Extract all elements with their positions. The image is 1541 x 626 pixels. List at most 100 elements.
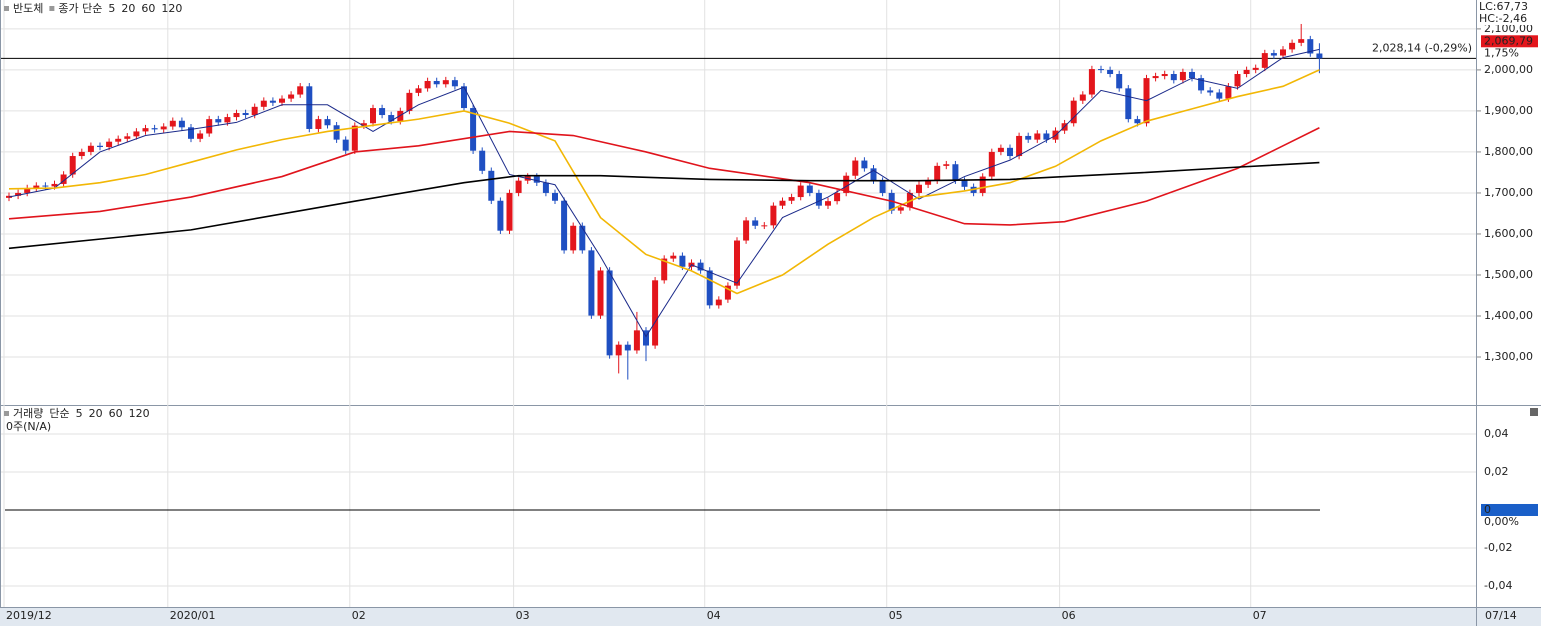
candle-body [461, 86, 467, 109]
candle-body [1207, 90, 1214, 93]
candle-body [533, 176, 540, 183]
candle-body [1116, 74, 1123, 89]
y-tick-label: 1,900,00 [1484, 104, 1533, 117]
candle-body [670, 255, 677, 259]
legend-prefix: 종가 단순 [58, 2, 102, 15]
candle-body [552, 192, 558, 201]
candle-body [115, 138, 122, 142]
y-tick-label: 1,300,00 [1484, 350, 1533, 363]
candle-body [579, 225, 586, 251]
candle-body [397, 110, 404, 122]
y-tick-label: 1,500,00 [1484, 268, 1533, 281]
candle-body [306, 86, 313, 129]
volume-note: 0주(N/A) [6, 420, 51, 433]
candle-body [861, 160, 868, 169]
candle-body [260, 100, 267, 107]
candle-body [324, 119, 331, 126]
candle-body [1307, 39, 1314, 54]
candle-body [178, 120, 185, 128]
candle-body [233, 112, 240, 118]
ma-line [8, 127, 1320, 226]
last-price-label: 2,069,79 [1484, 34, 1533, 47]
candle-body [870, 168, 877, 181]
candle-body [97, 145, 103, 148]
candle-body [415, 88, 422, 93]
legend-marker [4, 6, 9, 11]
y-tick-label: 2,000,00 [1484, 63, 1533, 76]
candle-body [215, 119, 222, 123]
grid-layer [1, 0, 1476, 607]
x-tick-label: 2020/01 [170, 609, 216, 622]
legend-entry: 60 [109, 407, 123, 420]
candle-body [906, 192, 913, 208]
candle-body [297, 86, 304, 95]
x-tick-label: 02 [352, 609, 366, 622]
y-tick-label: 1,700,00 [1484, 186, 1533, 199]
candle-body [624, 344, 631, 351]
candle-body [1298, 39, 1305, 43]
candle-body [1216, 92, 1223, 99]
candle-body [224, 117, 231, 123]
y-tick-label: -0,04 [1484, 579, 1512, 592]
candle-body [1007, 147, 1013, 157]
candle-body [1234, 74, 1241, 87]
legend-marker [4, 411, 9, 416]
candle-body [1316, 53, 1323, 59]
candle-body [815, 192, 822, 206]
x-tick-label: 06 [1062, 609, 1076, 622]
x-tick-label: 04 [707, 609, 721, 622]
candle-body [1098, 69, 1104, 71]
candle-body [470, 108, 477, 151]
ma-line [8, 69, 1320, 295]
candle-body [934, 165, 941, 181]
candle-body [33, 185, 40, 189]
candle-body [160, 126, 167, 130]
reference-label: 2,028,14 (-0,29%) [1372, 41, 1472, 54]
candle-body [288, 94, 295, 99]
candle-body [133, 131, 140, 137]
candle-body [1043, 133, 1050, 140]
candle-body [770, 205, 777, 226]
y-tick-label: 2,100,00 [1484, 22, 1533, 35]
candle-body [169, 120, 176, 127]
candle-body [897, 207, 904, 211]
candle-body [406, 92, 413, 111]
candle-body [697, 262, 704, 271]
candle-body [834, 192, 841, 202]
candle-body [333, 125, 340, 140]
candle-body [251, 106, 258, 116]
change-label: 1,75% [1484, 46, 1519, 59]
x-tick-label: 07 [1253, 609, 1267, 622]
ma-line [8, 48, 1320, 338]
candle-body [916, 184, 922, 193]
candle-body [78, 151, 85, 157]
pane-icon[interactable] [1530, 408, 1538, 416]
candle-body [342, 139, 349, 151]
candle-body [488, 170, 495, 201]
legend-title: 반도체 [13, 2, 43, 15]
candle-body [360, 123, 367, 126]
candle-body [24, 188, 31, 193]
candle-body [1088, 69, 1095, 95]
candle-body [106, 141, 113, 148]
candle-body [788, 197, 795, 201]
zero-pct: 0,00% [1484, 515, 1519, 528]
x-tick-label: 05 [889, 609, 903, 622]
candle-body [15, 192, 22, 196]
candle-body [424, 80, 431, 89]
candle-body [561, 200, 568, 251]
y-tick-label: 0,02 [1484, 465, 1509, 478]
legend-entry: 20 [121, 2, 135, 15]
legend-entry: 5 [108, 2, 115, 15]
candle-body [1034, 133, 1041, 140]
candle-body [388, 115, 395, 122]
candle-body [797, 185, 804, 198]
candle-body [69, 156, 76, 175]
candle-body [825, 201, 831, 206]
candle-body [661, 258, 668, 281]
candle-body [633, 330, 640, 351]
candle-body [269, 100, 276, 103]
candle-body [479, 150, 486, 171]
x-tick-label: 2019/12 [6, 609, 52, 622]
candle-body [142, 128, 149, 132]
